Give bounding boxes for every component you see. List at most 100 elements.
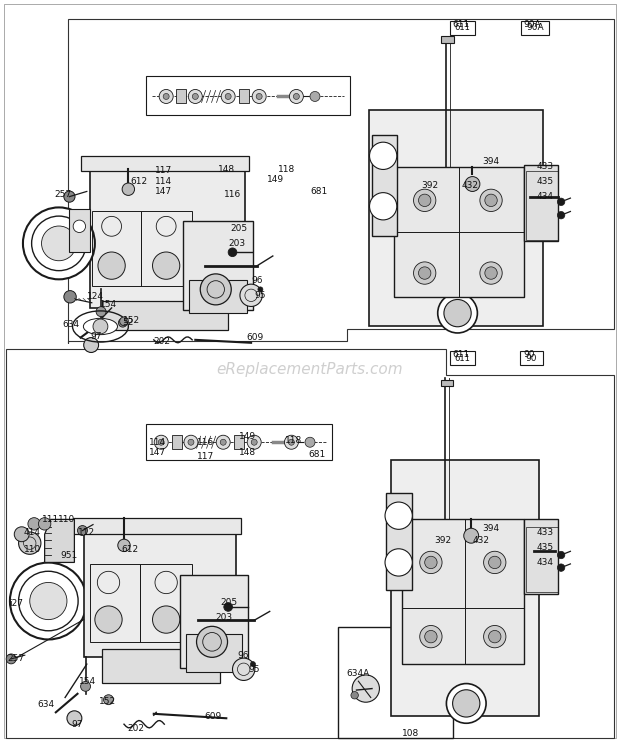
Text: 114: 114 [149, 438, 166, 447]
Text: 434: 434 [536, 558, 553, 567]
Text: 611: 611 [454, 353, 471, 363]
Bar [524, 165, 558, 241]
Bar [172, 436, 182, 449]
Circle shape [73, 220, 86, 232]
Text: i27: i27 [9, 599, 24, 608]
Text: 203: 203 [216, 613, 233, 622]
Bar [140, 564, 192, 642]
Text: 154: 154 [79, 677, 97, 686]
Text: 154: 154 [100, 300, 118, 309]
Bar [402, 519, 465, 608]
Bar [183, 221, 253, 310]
Text: 116: 116 [224, 190, 242, 199]
Text: 118: 118 [285, 436, 303, 445]
Text: 609: 609 [247, 333, 264, 342]
Text: 147: 147 [149, 448, 166, 457]
Circle shape [290, 90, 303, 103]
Circle shape [414, 189, 436, 211]
Circle shape [216, 436, 230, 449]
Circle shape [352, 675, 379, 702]
Circle shape [288, 439, 294, 445]
Text: 392: 392 [434, 536, 451, 545]
Bar [180, 575, 248, 668]
Text: 203: 203 [228, 239, 246, 248]
Circle shape [122, 183, 135, 195]
Circle shape [228, 248, 237, 257]
Circle shape [250, 662, 255, 666]
Circle shape [418, 267, 431, 279]
Bar [73, 518, 241, 534]
Bar [176, 90, 186, 103]
Circle shape [192, 93, 198, 99]
Circle shape [153, 252, 180, 279]
Circle shape [485, 267, 497, 279]
Text: 205: 205 [231, 224, 248, 233]
Text: 435: 435 [536, 543, 554, 552]
Text: 433: 433 [536, 162, 554, 171]
Circle shape [480, 189, 502, 211]
Circle shape [351, 692, 358, 699]
Bar [239, 90, 249, 103]
Bar [465, 608, 524, 664]
Bar [141, 211, 192, 286]
Bar [81, 156, 249, 171]
Text: 435: 435 [536, 177, 554, 186]
Circle shape [285, 436, 298, 449]
Circle shape [93, 319, 108, 334]
Bar [394, 167, 524, 297]
Bar [441, 380, 453, 386]
Ellipse shape [83, 318, 118, 335]
Bar [386, 493, 412, 590]
Circle shape [64, 291, 76, 303]
Text: 90A: 90A [526, 23, 544, 33]
Bar [84, 531, 236, 657]
Bar [402, 608, 465, 664]
Bar [521, 21, 549, 35]
Circle shape [480, 262, 502, 284]
Bar [465, 519, 524, 608]
Text: 116: 116 [197, 438, 215, 447]
Circle shape [557, 551, 565, 559]
Bar [69, 209, 90, 252]
Circle shape [414, 262, 436, 284]
Bar [90, 169, 245, 308]
Text: 95: 95 [254, 291, 266, 300]
Bar [450, 21, 475, 35]
Text: 634: 634 [62, 320, 79, 329]
Circle shape [258, 287, 263, 292]
Circle shape [485, 194, 497, 206]
Text: 96: 96 [251, 276, 263, 285]
Circle shape [28, 518, 40, 530]
Circle shape [232, 658, 255, 680]
Bar [234, 436, 244, 449]
Text: 95: 95 [248, 665, 260, 674]
Bar [520, 351, 542, 365]
Circle shape [221, 90, 235, 103]
Text: 257: 257 [55, 190, 72, 199]
Circle shape [14, 527, 29, 542]
Text: 414: 414 [24, 528, 40, 537]
Text: 433: 433 [536, 528, 554, 537]
Circle shape [385, 502, 412, 529]
Bar [102, 649, 220, 683]
Bar [394, 232, 459, 297]
Circle shape [120, 317, 128, 326]
Text: 681: 681 [310, 187, 327, 196]
Circle shape [188, 90, 202, 103]
Bar [402, 519, 524, 664]
Text: 117: 117 [197, 452, 215, 461]
Circle shape [557, 211, 565, 219]
Text: 152: 152 [99, 697, 117, 706]
Bar [90, 564, 140, 642]
Circle shape [420, 551, 442, 574]
Text: 112: 112 [78, 528, 95, 537]
Bar [441, 36, 454, 43]
Circle shape [200, 274, 231, 305]
Circle shape [23, 208, 95, 279]
Circle shape [557, 564, 565, 571]
Bar [394, 167, 459, 232]
Bar [459, 167, 524, 232]
Circle shape [293, 93, 299, 99]
Circle shape [96, 306, 106, 317]
Text: eReplacementParts.com: eReplacementParts.com [216, 362, 404, 377]
